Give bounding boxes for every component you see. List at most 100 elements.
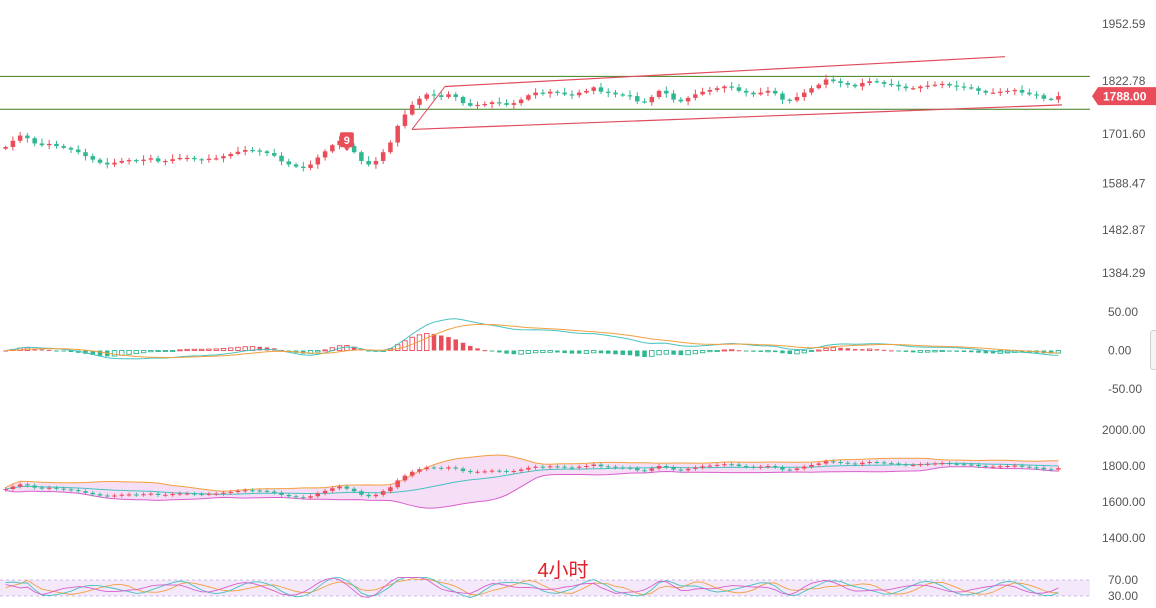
oscillator-histogram-bar (583, 350, 590, 354)
band-candle-body (112, 495, 117, 497)
candle-body (286, 161, 292, 165)
band-candle-body (359, 491, 364, 495)
candle-body (242, 150, 248, 152)
band-candle-body (605, 466, 611, 468)
band-candle-body (976, 464, 981, 466)
candle-body (373, 160, 379, 165)
band-candle-body (562, 466, 567, 468)
oscillator-histogram-bar (351, 346, 357, 351)
candle-body (947, 83, 952, 86)
oscillator-histogram-bar (191, 348, 198, 351)
candle-body (148, 158, 154, 160)
oscillator-histogram-bar (787, 350, 792, 355)
candle-body (337, 140, 342, 146)
candle-body (61, 146, 66, 148)
candle-body (787, 99, 792, 101)
band-candle-body (272, 491, 277, 493)
panel-resize-handle[interactable] (1150, 330, 1156, 370)
band-candle-body (555, 466, 560, 468)
candle-body (656, 90, 662, 97)
oscillator-histogram-bar (736, 350, 742, 352)
rsi-axis-tick: 30.00 (1108, 589, 1138, 603)
candle-body (605, 91, 611, 93)
candle-body (845, 82, 851, 85)
oscillator-histogram-bar (874, 349, 880, 351)
band-candle-body (751, 466, 756, 468)
candle-body (758, 92, 763, 95)
band-candle-body (947, 463, 952, 465)
oscillator-histogram-bar (416, 334, 423, 351)
candle-body (1012, 89, 1018, 92)
band-candle-body (961, 464, 967, 466)
oscillator-axis-tick: -50.00 (1108, 382, 1142, 396)
oscillator-histogram-bar (482, 350, 488, 352)
oscillator-histogram-bar (424, 333, 430, 351)
band-candle-body (896, 463, 901, 465)
candle-body (257, 150, 262, 152)
channel-upper-line (444, 56, 1006, 88)
oscillator-histogram-bar (728, 349, 735, 352)
band-candle-body (620, 467, 626, 469)
oscillator-histogram-bar (198, 348, 205, 351)
band-candle-body (61, 488, 66, 490)
oscillator-histogram-bar (162, 350, 169, 352)
candle-body (366, 160, 371, 165)
band-candle-body (700, 466, 705, 468)
band-candle-body (308, 496, 313, 498)
candle-body (134, 160, 139, 162)
oscillator-histogram-bar (627, 350, 633, 356)
band-candle-body (192, 493, 197, 495)
band-candle-body (809, 464, 814, 467)
oscillator-histogram-bar (947, 350, 952, 352)
band-candle-body (533, 466, 538, 468)
band-candle-body (635, 468, 640, 471)
candle-body (511, 103, 517, 105)
band-candle-body (32, 485, 37, 488)
band-candle-body (293, 496, 299, 498)
overlays: 9 4小时 (339, 132, 589, 582)
candle-body (395, 125, 400, 143)
oscillator-histogram-bar (816, 349, 822, 352)
candle-body (990, 92, 996, 94)
band-candle-body (504, 471, 509, 473)
band-candle-body (954, 463, 959, 465)
oscillator-histogram-bar (917, 350, 924, 353)
oscillator-histogram-bar (569, 350, 575, 354)
band-candle-body (344, 486, 350, 489)
band-candle-body (497, 470, 502, 472)
candle-body (729, 86, 734, 88)
candle-body (315, 157, 321, 165)
band-candle-body (141, 494, 146, 496)
oscillator-histogram-bar (1019, 350, 1025, 353)
candle-body (576, 92, 582, 96)
candle-body (235, 151, 241, 154)
candle-body (896, 84, 901, 87)
candle-body (1041, 95, 1047, 99)
candle-body (1005, 90, 1010, 93)
band-candle-body (46, 487, 52, 489)
candle-body (308, 164, 313, 168)
candle-body (351, 146, 357, 153)
candle-body (17, 135, 23, 141)
oscillator-histogram-bar (511, 350, 517, 355)
oscillator-histogram-bar (772, 350, 778, 353)
band-candle-body (1034, 467, 1039, 469)
oscillator-histogram-bar (889, 350, 894, 352)
candle-body (170, 159, 175, 161)
oscillator-histogram-bar (939, 350, 945, 352)
oscillator-histogram-bar (61, 350, 66, 352)
candle-body (707, 89, 713, 92)
price-axis-tick: 1822.78 (1102, 74, 1146, 88)
band-candle-body (54, 487, 59, 489)
candle-body (497, 102, 502, 104)
candle-body (547, 91, 553, 94)
band-candle-body (330, 488, 335, 491)
rsi-line (5, 577, 1059, 598)
oscillator-histogram-bar (961, 350, 967, 352)
band-candle-body (852, 463, 858, 465)
candle-body (802, 92, 807, 97)
band-candle-body (838, 462, 843, 464)
candle-body (46, 143, 52, 146)
